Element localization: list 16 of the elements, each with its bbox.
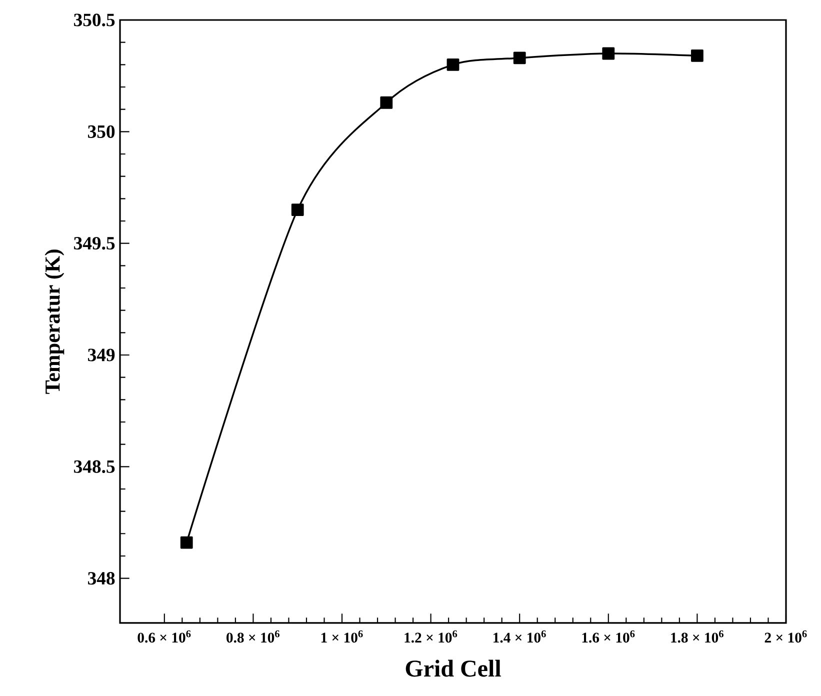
x-tick-label: 0.6 × 10$^{6}$ [138,630,191,643]
y-tick-label: 349.5 [74,237,115,250]
y-tick-label: 349 [88,348,115,362]
x-tick-label: 2 × 10$^{6}$ [764,630,807,643]
x-tick-label: 1 × 10$^{6}$ [321,630,363,643]
y-tick-label: 350.5 [74,14,115,26]
x-tick-label: 0.8 × 10$^{6}$ [226,630,280,643]
x-tick-label: 1.2 × 10$^{6}$ [404,630,458,643]
y-tick-label: 348.5 [74,460,115,473]
x-tick-label: 1.6 × 10$^{6}$ [582,630,635,643]
y-tick-label: 350 [88,125,115,138]
y-tick-label: 348 [88,572,115,585]
y-axis-title: Temperatur (K) [44,250,64,394]
x-tick-label: 1.8 × 10$^{6}$ [671,630,724,643]
x-axis-title: Grid Cell [406,660,501,677]
x-tick-label: 1.4 × 10$^{6}$ [494,630,546,643]
